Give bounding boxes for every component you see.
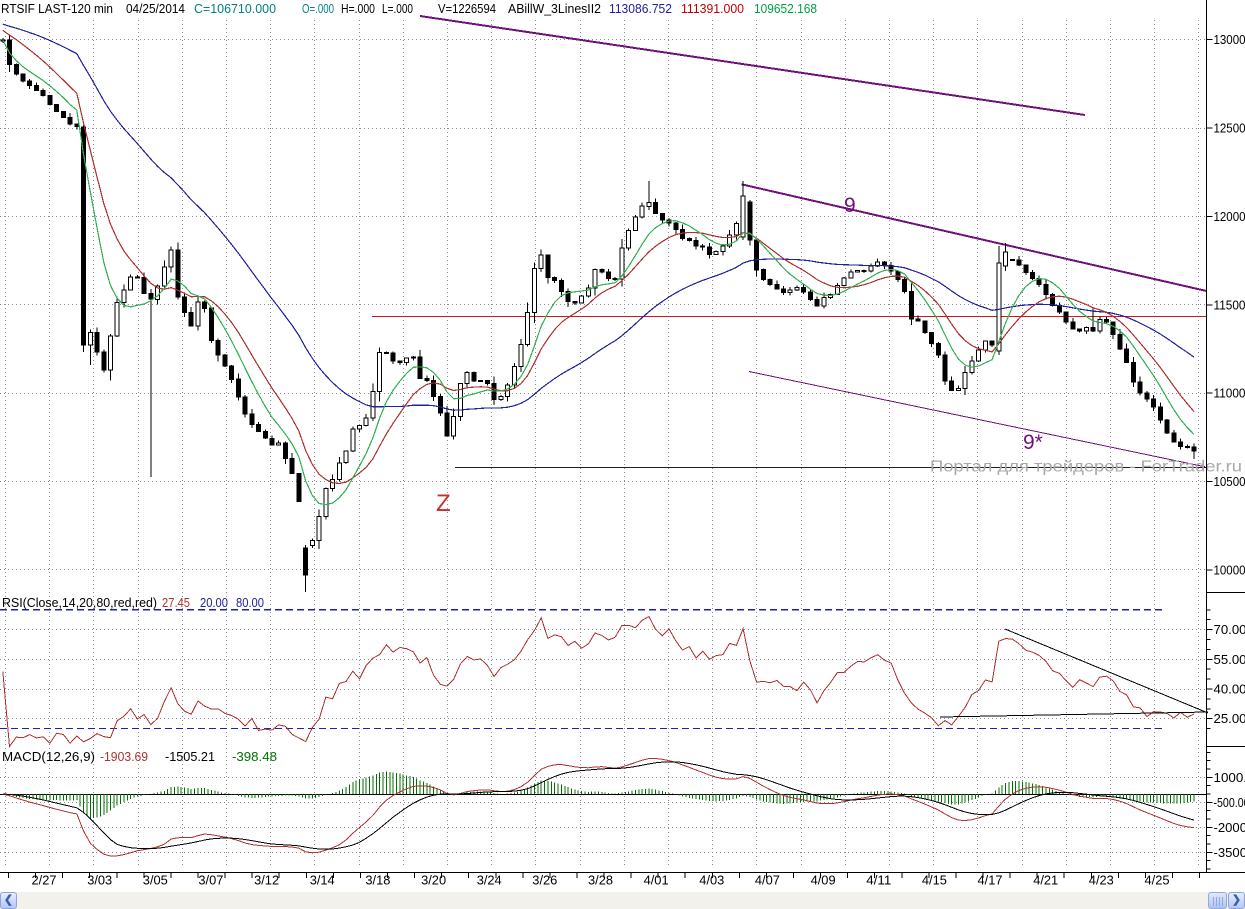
svg-text:3/24: 3/24 [477,873,502,888]
svg-text:12500: 12500 [1214,121,1245,136]
svg-text:V=1226594: V=1226594 [438,1,496,16]
svg-text:70.00: 70.00 [1214,622,1245,637]
svg-text:Портал для трейдеров - ForTrad: Портал для трейдеров - ForTrader.ru [930,459,1242,476]
svg-text:-398.48: -398.48 [232,749,277,764]
svg-text:12000: 12000 [1214,209,1245,224]
svg-text:11500: 11500 [1214,297,1245,312]
svg-text:RTSIF LAST-120 min: RTSIF LAST-120 min [1,1,113,16]
svg-text:2/27: 2/27 [32,873,57,888]
svg-text:O=.000: O=.000 [302,1,334,16]
svg-text:111391.000: 111391.000 [681,1,744,16]
svg-text:3/14: 3/14 [310,873,335,888]
svg-text:L=.000: L=.000 [382,1,413,16]
svg-text:04/25/2014: 04/25/2014 [126,1,185,16]
svg-text:11000: 11000 [1214,386,1245,401]
svg-text:9*: 9* [1023,431,1043,454]
svg-text:3/26: 3/26 [532,873,557,888]
svg-text:10000: 10000 [1214,562,1245,577]
svg-text:80.00: 80.00 [236,595,264,610]
svg-text:113086.752: 113086.752 [609,1,672,16]
svg-text:4/21: 4/21 [1033,873,1058,888]
svg-text:-1505.21: -1505.21 [165,749,215,764]
svg-text:4/09: 4/09 [811,873,836,888]
svg-text:4/23: 4/23 [1089,873,1114,888]
svg-text:40.00: 40.00 [1214,682,1245,697]
svg-text:3/07: 3/07 [198,873,223,888]
svg-text:3/20: 3/20 [421,873,446,888]
svg-text:3/05: 3/05 [143,873,168,888]
svg-text:3/28: 3/28 [588,873,613,888]
svg-text:27.45: 27.45 [162,595,190,610]
svg-text:MACD(12,26,9): MACD(12,26,9) [2,749,95,764]
svg-text:H=.000: H=.000 [341,1,375,16]
svg-text:4/03: 4/03 [699,873,724,888]
svg-text:9: 9 [844,194,856,217]
svg-text:4/25: 4/25 [1145,873,1170,888]
svg-text:-2000: -2000 [1214,820,1245,835]
svg-text:25.00: 25.00 [1214,711,1245,726]
svg-text:-1903.69: -1903.69 [100,749,148,764]
svg-text:10500: 10500 [1214,474,1245,489]
svg-text:13000: 13000 [1214,32,1245,47]
svg-text:ABillW_3LinesII2: ABillW_3LinesII2 [508,1,601,16]
svg-text:4/07: 4/07 [755,873,780,888]
svg-text:55.00: 55.00 [1214,652,1245,667]
svg-text:-500.00: -500.00 [1214,795,1245,810]
svg-text:C=106710.000: C=106710.000 [194,1,276,16]
svg-text:4/15: 4/15 [922,873,947,888]
svg-text:4/11: 4/11 [866,873,891,888]
svg-text:3/03: 3/03 [87,873,112,888]
svg-text:Z: Z [436,490,451,517]
svg-text:1000.: 1000. [1214,770,1245,785]
svg-text:20.00: 20.00 [200,595,228,610]
svg-text:109652.168: 109652.168 [754,1,817,16]
svg-text:4/17: 4/17 [978,873,1003,888]
svg-text:4/01: 4/01 [644,873,669,888]
svg-text:3/12: 3/12 [254,873,279,888]
svg-text:3/18: 3/18 [365,873,390,888]
svg-text:-3500: -3500 [1214,845,1245,860]
svg-text:RSI(Close,14,20,80,red,red): RSI(Close,14,20,80,red,red) [2,595,157,610]
